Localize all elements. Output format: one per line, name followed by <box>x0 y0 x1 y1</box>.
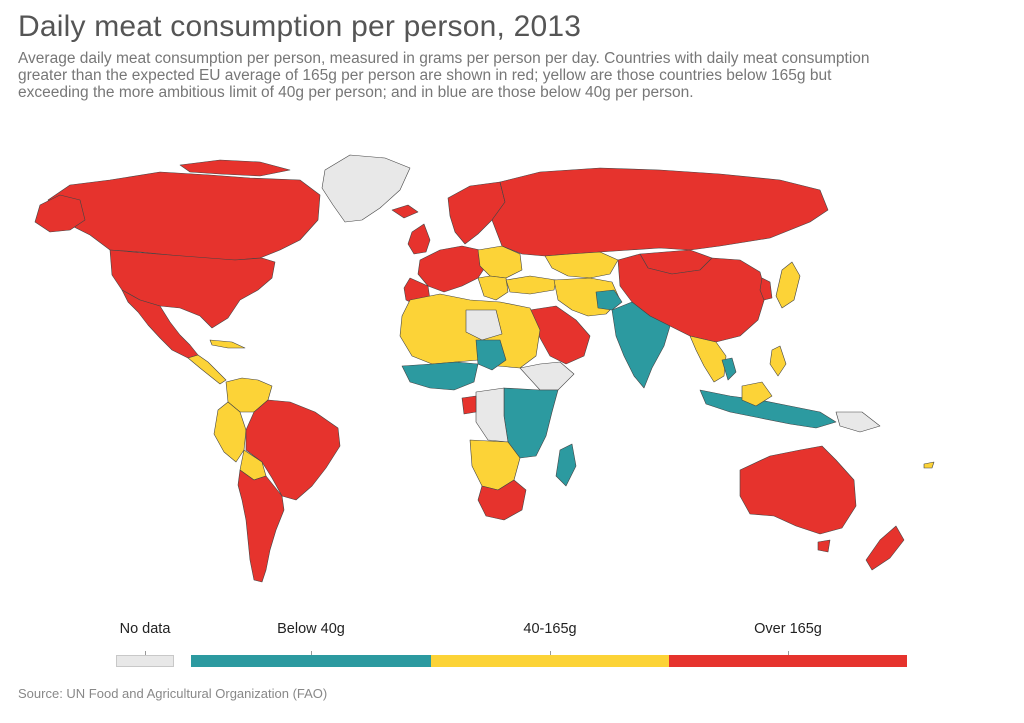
sahel-blue <box>475 339 507 371</box>
borneo <box>741 381 773 407</box>
europe-region <box>391 181 523 307</box>
legend-tick <box>311 651 312 655</box>
afghanistan <box>595 289 623 311</box>
central-america <box>187 354 227 385</box>
balkans <box>477 275 509 301</box>
legend-tick <box>788 651 789 655</box>
arabian-peninsula <box>529 305 591 365</box>
chart-subtitle: Average daily meat consumption per perso… <box>18 50 870 101</box>
central-africa <box>475 387 509 443</box>
legend-label-below-40: Below 40g <box>277 621 345 637</box>
canada <box>47 171 321 261</box>
legend-swatch-over-165 <box>669 655 907 667</box>
greenland <box>321 154 411 223</box>
uk-ireland <box>407 223 431 255</box>
legend-tick <box>550 651 551 655</box>
legend-swatch-no-data <box>116 655 174 667</box>
west-africa <box>401 361 479 391</box>
kazakhstan <box>544 251 619 279</box>
north-america-region <box>34 154 411 385</box>
chart-title: Daily meat consumption per person, 2013 <box>18 10 582 43</box>
legend: No data Below 40g 40-165g Over 165g <box>0 615 1024 675</box>
legend-label-no-data: No data <box>119 621 171 637</box>
western-europe <box>417 245 487 293</box>
legend-label-40-165: 40-165g <box>523 621 577 637</box>
horn-of-africa <box>519 361 575 391</box>
alaska <box>34 194 86 233</box>
world-map <box>34 154 935 583</box>
australia <box>739 445 857 535</box>
usa <box>109 249 276 329</box>
southeast-asia <box>689 335 727 383</box>
asia-region <box>491 167 881 433</box>
legend-tick <box>145 651 146 655</box>
south-africa <box>477 479 527 521</box>
cuba <box>209 339 246 349</box>
japan <box>775 261 801 309</box>
papua <box>835 411 881 433</box>
scandinavia <box>447 181 506 245</box>
vietnam <box>721 357 737 381</box>
turkey <box>505 275 557 295</box>
philippines <box>769 345 787 377</box>
legend-swatch-40-165 <box>431 655 669 667</box>
new-zealand <box>865 525 905 571</box>
iceland <box>391 204 419 219</box>
oceania-region <box>739 445 935 571</box>
libya <box>465 309 503 341</box>
korea <box>759 277 773 301</box>
legend-label-over-165: Over 165g <box>754 621 822 637</box>
russia <box>491 167 829 257</box>
source-note: Source: UN Food and Agricultural Organiz… <box>18 686 328 701</box>
madagascar <box>555 443 577 487</box>
india <box>611 301 671 389</box>
gabon-congo <box>461 395 477 415</box>
legend-swatch-below-40 <box>191 655 431 667</box>
south-america-region <box>213 377 341 583</box>
tasmania <box>817 539 831 553</box>
canada-arctic-islands <box>179 159 291 177</box>
argentina-chile <box>237 469 285 583</box>
africa-region <box>399 293 577 521</box>
brazil <box>245 399 341 501</box>
pacific-islands <box>923 461 935 469</box>
